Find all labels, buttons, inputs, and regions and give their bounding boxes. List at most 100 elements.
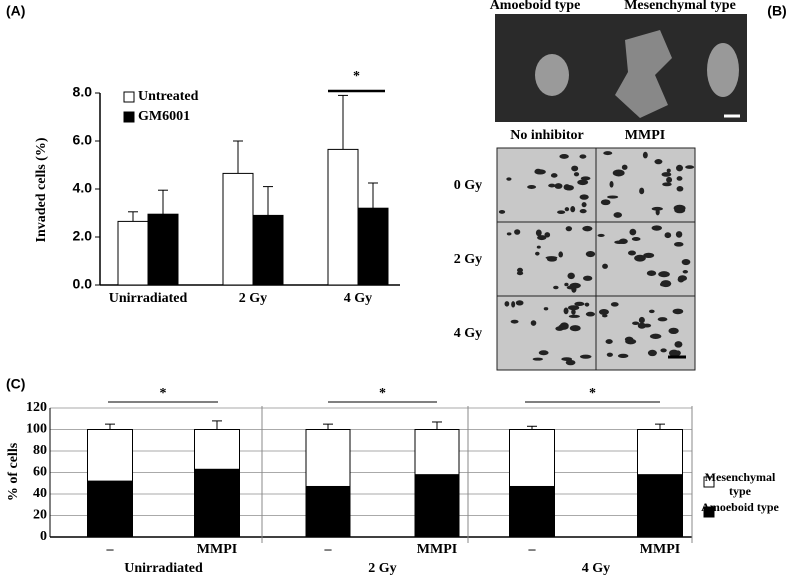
x-tick-label: Unirradiated [109, 291, 188, 306]
image-label: Amoeboid type [490, 0, 581, 13]
bar [147, 213, 179, 286]
cell [550, 173, 558, 178]
annotation: * [160, 386, 167, 401]
cell [707, 43, 739, 97]
y-tick-label: 100 [26, 422, 47, 437]
cell [554, 183, 563, 189]
cell [579, 208, 587, 214]
bar [117, 220, 149, 286]
cell [543, 307, 549, 311]
cell [676, 186, 684, 192]
cell [557, 210, 566, 214]
bar [327, 148, 359, 286]
cell [564, 184, 574, 191]
cell [527, 185, 537, 189]
cell [643, 323, 652, 328]
cell [565, 359, 576, 366]
cell [657, 317, 668, 322]
cell [642, 151, 648, 159]
cell [504, 301, 510, 307]
bar-segment [414, 474, 460, 538]
y-tick-label: 6.0 [73, 132, 93, 148]
cell [564, 207, 570, 212]
cell [621, 164, 628, 170]
cell [579, 354, 592, 359]
cell [565, 226, 573, 232]
cell [618, 238, 628, 245]
cell [603, 151, 613, 156]
cell [613, 212, 623, 218]
cell [629, 228, 637, 236]
cell [506, 232, 512, 236]
cell [660, 348, 667, 353]
y-tick-label: 40 [33, 486, 47, 501]
cell [567, 305, 580, 311]
annotation: * [589, 386, 596, 401]
cell [682, 270, 689, 274]
cell [600, 199, 611, 206]
cell [634, 254, 646, 262]
cell [643, 252, 655, 258]
cell [605, 339, 613, 345]
bar-segment [509, 485, 555, 538]
cell [571, 165, 579, 172]
legend-swatch [703, 506, 715, 518]
y-tick-label: 60 [33, 465, 47, 480]
cell [579, 194, 589, 200]
cell [654, 159, 663, 165]
x-tick-label: MMPI [417, 542, 457, 557]
cell [582, 225, 593, 232]
cell [612, 169, 625, 177]
cell [548, 183, 556, 188]
cell [637, 322, 647, 329]
cell [555, 326, 564, 331]
cell [661, 172, 672, 177]
column-label: MMPI [625, 128, 665, 143]
x-tick-label: MMPI [197, 542, 237, 557]
cell [506, 177, 512, 181]
cell [627, 250, 636, 256]
bar-segment [87, 429, 133, 482]
cell [517, 267, 523, 273]
cell [615, 30, 672, 118]
cell [659, 272, 668, 276]
panel-label: (B) [767, 3, 786, 19]
cell [568, 314, 580, 318]
cell [668, 327, 679, 335]
cell [585, 311, 595, 317]
cell [558, 251, 564, 258]
x-axis-label: 2 Gy [368, 561, 396, 576]
cell [632, 321, 640, 325]
cell [535, 251, 540, 256]
cell [569, 325, 581, 332]
bar-segment [194, 468, 240, 538]
micrograph [496, 295, 597, 371]
legend-swatch [703, 476, 715, 488]
micrograph-grid [496, 147, 696, 371]
cell [535, 229, 542, 237]
y-tick-label: 2.0 [73, 228, 93, 244]
cell [545, 256, 558, 260]
cell [580, 176, 591, 181]
cell [597, 233, 605, 237]
cell [516, 271, 524, 276]
bar-segment [87, 480, 133, 538]
legend-label: GM6001 [138, 109, 190, 124]
cell [625, 338, 637, 345]
cell [571, 309, 576, 315]
y-tick-label: 8.0 [73, 84, 93, 100]
cell [581, 202, 587, 208]
row-label: 2 Gy [454, 252, 482, 267]
cell [536, 245, 541, 249]
cell [676, 164, 684, 172]
y-tick-label: 4.0 [73, 180, 93, 196]
micrograph [496, 147, 597, 223]
cell [610, 302, 619, 307]
cell [598, 309, 609, 316]
y-axis-label: Invaded cells (%) [34, 137, 49, 242]
cell [672, 308, 684, 315]
legend-swatch [123, 111, 135, 123]
bar-segment [637, 429, 683, 476]
cell [583, 275, 593, 281]
x-axis-label: 4 Gy [582, 561, 610, 576]
